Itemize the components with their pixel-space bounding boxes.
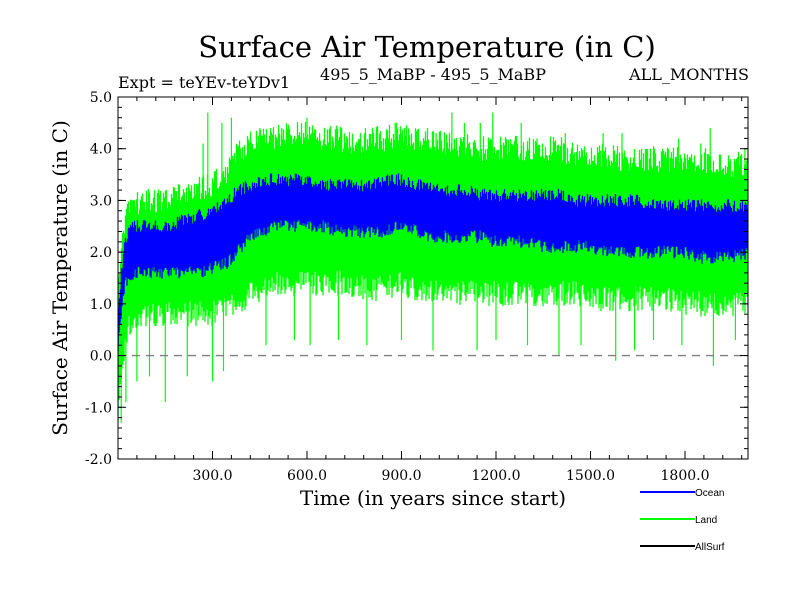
x-tick-label: 1200.0 (472, 468, 521, 484)
x-tick-label: 1500.0 (566, 468, 615, 484)
legend: Ocean Land AllSurf (640, 488, 725, 553)
y-tick-label: 0.0 (90, 349, 112, 365)
y-tick-label: -2.0 (85, 452, 112, 468)
legend-label-ocean: Ocean (695, 488, 724, 499)
y-tick-label: 3.0 (90, 193, 112, 209)
period-label: 495_5_MaBP - 495_5_MaBP (320, 65, 546, 84)
plot-frame (117, 96, 749, 460)
y-tick-label: 2.0 (90, 245, 112, 261)
legend-label-land: Land (695, 515, 717, 526)
x-tick-label: 900.0 (381, 468, 421, 484)
months-label: ALL_MONTHS (628, 65, 749, 84)
x-tick-label: 300.0 (192, 468, 232, 484)
y-tick-label: 5.0 (90, 90, 112, 106)
y-tick-label: 1.0 (90, 297, 112, 313)
plot-data-layer (118, 112, 748, 423)
y-axis-label: Surface Air Temperature (in C) (48, 120, 72, 436)
x-axis-label: Time (in years since start) (300, 486, 566, 510)
chart-title: Surface Air Temperature (in C) (198, 30, 656, 64)
x-tick-label: 1800.0 (661, 468, 710, 484)
y-tick-label: 4.0 (90, 142, 112, 158)
y-tick-label: -1.0 (85, 400, 112, 416)
legend-label-allsurf: AllSurf (695, 542, 725, 553)
x-tick-label: 600.0 (287, 468, 327, 484)
experiment-label: Expt = teYEv-teYDv1 (118, 73, 290, 92)
tick-layer: -2.0 -1.0 0.0 1.0 2.0 3.0 4.0 5.0 300.0 600.0 900.… (85, 90, 748, 484)
